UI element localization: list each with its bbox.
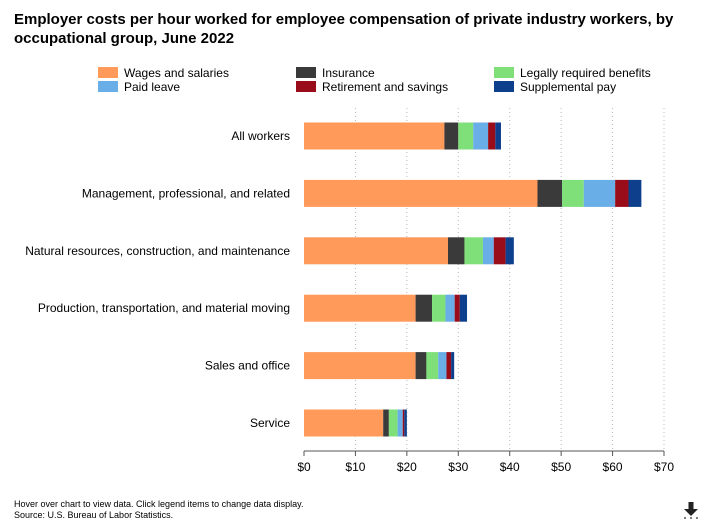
legend-item-wages-and-salaries[interactable]: Wages and salaries bbox=[98, 65, 229, 80]
x-tick-label: $10 bbox=[345, 460, 365, 474]
bar-segment[interactable] bbox=[304, 237, 448, 265]
bar-segment[interactable] bbox=[446, 352, 452, 380]
legend-label: Legally required benefits bbox=[520, 65, 651, 80]
legend-swatch bbox=[296, 81, 316, 92]
footer-instructions: Hover over chart to view data. Click leg… bbox=[14, 499, 304, 509]
x-tick-label: $50 bbox=[551, 460, 571, 474]
bar-segment[interactable] bbox=[464, 237, 483, 265]
category-label: Production, transportation, and material… bbox=[38, 301, 290, 315]
bar-segment[interactable] bbox=[583, 179, 616, 207]
bar-segment[interactable] bbox=[304, 352, 416, 380]
legend-label: Wages and salaries bbox=[124, 65, 229, 80]
category-label: Natural resources, construction, and mai… bbox=[25, 244, 290, 258]
legend-item-insurance[interactable]: Insurance bbox=[296, 65, 375, 80]
bar-segment[interactable] bbox=[459, 294, 468, 322]
bar-segment[interactable] bbox=[304, 409, 384, 437]
legend-label: Insurance bbox=[322, 65, 375, 80]
legend-item-paid-leave[interactable]: Paid leave bbox=[98, 79, 180, 94]
chart-title: Employer costs per hour worked for emplo… bbox=[14, 11, 674, 47]
bar-segment[interactable] bbox=[615, 179, 629, 207]
x-tick-label: $70 bbox=[654, 460, 674, 474]
bar-segment[interactable] bbox=[304, 122, 445, 150]
bar-segment[interactable] bbox=[454, 294, 460, 322]
bar-segment[interactable] bbox=[505, 237, 514, 265]
x-tick-label: $30 bbox=[448, 460, 468, 474]
bar-segment[interactable] bbox=[458, 122, 474, 150]
bar-segment[interactable] bbox=[495, 122, 501, 150]
bar-segment[interactable] bbox=[432, 294, 446, 322]
bar-segment[interactable] bbox=[438, 352, 447, 380]
bar-segment[interactable] bbox=[473, 122, 489, 150]
category-label: Management, professional, and related bbox=[82, 186, 290, 200]
legend-swatch bbox=[494, 81, 514, 92]
bars[interactable] bbox=[304, 122, 642, 437]
x-tick-label: $40 bbox=[500, 460, 520, 474]
bar-segment[interactable] bbox=[383, 409, 389, 437]
legend-swatch bbox=[296, 67, 316, 78]
bar-segment[interactable] bbox=[451, 352, 455, 380]
legend-item-supplemental-pay[interactable]: Supplemental pay bbox=[494, 79, 616, 94]
bar-segment[interactable] bbox=[404, 409, 407, 437]
bar-segment[interactable] bbox=[482, 237, 494, 265]
chart-legend: Wages and salaries Insurance Legally req… bbox=[98, 65, 678, 97]
bar-segment[interactable] bbox=[415, 294, 433, 322]
category-labels: All workers Management, professional, and… bbox=[25, 129, 290, 430]
bar-segment[interactable] bbox=[402, 409, 405, 437]
x-tick-label: $60 bbox=[603, 460, 623, 474]
legend-label: Retirement and savings bbox=[322, 79, 449, 94]
bar-segment[interactable] bbox=[426, 352, 439, 380]
category-label: Service bbox=[250, 416, 290, 430]
bar-segment[interactable] bbox=[537, 179, 563, 207]
bar-segment[interactable] bbox=[304, 294, 416, 322]
bar-segment[interactable] bbox=[397, 409, 403, 437]
download-arrow-icon[interactable] bbox=[683, 501, 699, 519]
bar-segment[interactable] bbox=[493, 237, 506, 265]
gridlines bbox=[354, 108, 665, 451]
bar-segment[interactable] bbox=[628, 179, 642, 207]
category-label: All workers bbox=[231, 129, 290, 143]
bar-segment[interactable] bbox=[444, 122, 459, 150]
legend-item-legally-required-benefits[interactable]: Legally required benefits bbox=[494, 65, 651, 80]
category-label: Sales and office bbox=[205, 359, 290, 373]
x-tick-label: $20 bbox=[397, 460, 417, 474]
chart-footer: Hover over chart to view data. Click leg… bbox=[14, 499, 303, 521]
legend-swatch bbox=[98, 81, 118, 92]
bar-segment[interactable] bbox=[562, 179, 584, 207]
bar-segment[interactable] bbox=[488, 122, 496, 150]
bar-segment[interactable] bbox=[304, 179, 538, 207]
legend-label: Supplemental pay bbox=[520, 79, 617, 94]
legend-swatch bbox=[494, 67, 514, 78]
bar-segment[interactable] bbox=[415, 352, 427, 380]
bar-segment[interactable] bbox=[388, 409, 398, 437]
x-tick-label: $0 bbox=[297, 460, 311, 474]
bar-segment[interactable] bbox=[448, 237, 465, 265]
legend-item-retirement-and-savings[interactable]: Retirement and savings bbox=[296, 79, 448, 94]
x-axis-ticks: $0 $10 $20 $30 $40 $50 $60 $70 bbox=[297, 451, 674, 474]
legend-swatch bbox=[98, 67, 118, 78]
footer-source: Source: U.S. Bureau of Labor Statistics. bbox=[14, 510, 174, 520]
bar-segment[interactable] bbox=[445, 294, 455, 322]
legend-label: Paid leave bbox=[124, 79, 181, 94]
